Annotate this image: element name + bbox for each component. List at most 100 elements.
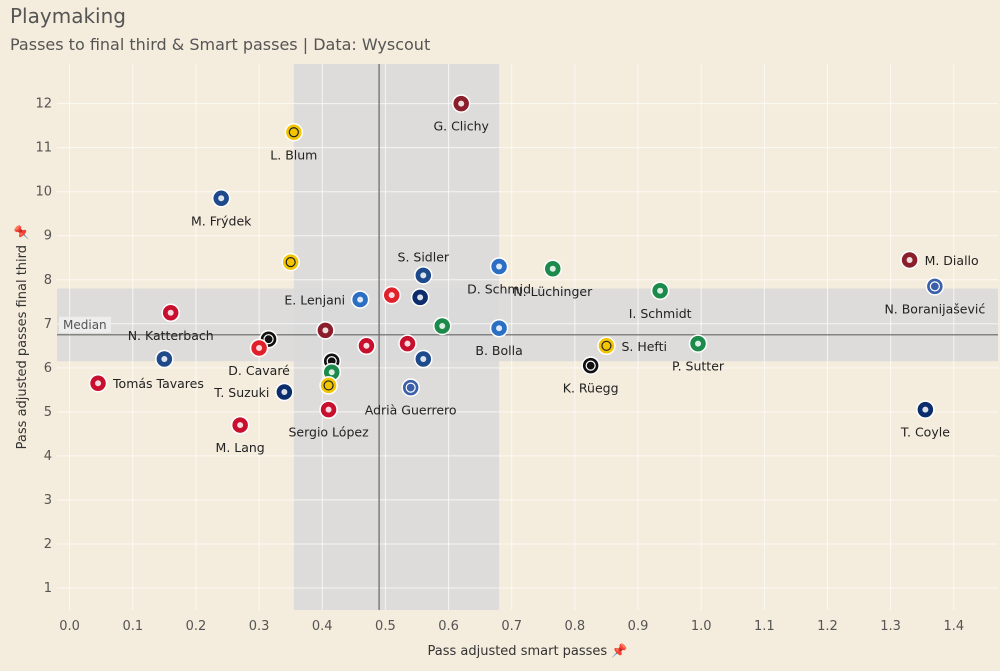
player-point	[398, 334, 417, 353]
crest-detail	[161, 356, 168, 363]
crest-detail	[601, 340, 612, 351]
x-axis-title: Pass adjusted smart passes 📌	[427, 642, 627, 659]
median-label-bg	[59, 316, 111, 333]
y-tick-label: 7	[44, 317, 52, 332]
median-label: Median	[63, 318, 107, 332]
y-tick-label: 6	[44, 361, 52, 376]
player-point: S. Sidler	[398, 249, 450, 285]
x-tick-label: 0.1	[122, 619, 143, 634]
player-point	[155, 349, 174, 369]
player-label: T. Coyle	[900, 425, 950, 440]
crest-detail	[256, 345, 263, 352]
crest-detail	[325, 406, 332, 413]
player-label: M. Frýdek	[191, 213, 252, 228]
y-tick-label: 9	[44, 229, 52, 244]
crest-detail	[388, 292, 395, 299]
crest-detail	[95, 380, 102, 387]
player-point	[432, 316, 452, 336]
crest-detail	[585, 360, 596, 371]
chart-title: Playmaking	[10, 4, 126, 28]
player-point	[410, 288, 430, 307]
young-boys-crest-icon	[597, 336, 616, 356]
player-point: T. Coyle	[900, 400, 950, 440]
x-tick-label: 1.0	[691, 619, 712, 634]
lugano-crest-icon	[581, 356, 600, 375]
y-median-band	[57, 288, 998, 362]
player-label: B. Bolla	[475, 343, 522, 358]
y-tick-label: 8	[44, 273, 52, 288]
x-tick-label: 1.1	[754, 619, 775, 634]
young-boys-crest-icon	[281, 252, 300, 272]
player-label: S. Hefti	[621, 339, 667, 354]
player-label: N. Katterbach	[128, 328, 214, 343]
crest-detail	[549, 265, 556, 272]
player-label: D. Cavaré	[228, 363, 290, 378]
player-point: K. Rüegg	[563, 356, 619, 396]
crest-detail	[929, 281, 940, 292]
crest-detail	[288, 127, 299, 138]
crest-detail	[417, 294, 424, 301]
y-tick-label: 11	[35, 141, 52, 156]
x-tick-label: 0.0	[59, 619, 80, 634]
crest-detail	[218, 195, 225, 202]
player-point: M. Frýdek	[191, 189, 252, 228]
x-tick-label: 0.2	[186, 619, 207, 634]
x-tick-label: 0.9	[628, 619, 649, 634]
y-tick-label: 3	[44, 493, 52, 508]
player-label: S. Sidler	[398, 249, 450, 264]
player-label: L. Blum	[270, 147, 317, 162]
player-point: M. Diallo	[900, 250, 979, 270]
player-point: Tomás Tavares	[88, 373, 204, 393]
y-tick-label: 4	[44, 449, 52, 464]
player-point: N. Boranijašević	[884, 277, 985, 316]
player-point: S. Hefti	[597, 336, 667, 356]
crest-detail	[167, 309, 174, 316]
crest-detail	[405, 382, 416, 393]
player-label: I. Schmidt	[629, 306, 692, 321]
x-tick-label: 0.7	[501, 619, 522, 634]
player-point: N. Katterbach	[128, 303, 214, 343]
player-point: G. Clichy	[433, 94, 490, 134]
player-point: N. Lüchinger	[513, 259, 593, 299]
young-boys-crest-icon	[284, 123, 304, 142]
player-point: B. Bolla	[475, 318, 523, 358]
crest-detail	[657, 287, 664, 294]
player-point: D. Cavaré	[228, 338, 290, 378]
crest-detail	[496, 325, 503, 332]
zurich-crest-icon	[401, 378, 420, 397]
player-label: G. Clichy	[433, 119, 489, 134]
crest-detail	[322, 327, 329, 334]
y-tick-label: 10	[35, 185, 52, 200]
crest-detail	[237, 422, 244, 429]
player-point: E. Lenjani	[284, 290, 370, 309]
player-point: P. Sutter	[672, 334, 725, 374]
player-label: T. Suzuki	[213, 385, 269, 400]
y-axis-title: Pass adjusted passes final third 📌	[13, 225, 30, 450]
player-label: E. Lenjani	[284, 293, 345, 308]
player-label: M. Diallo	[925, 253, 979, 268]
player-label: Tomás Tavares	[112, 376, 204, 391]
player-point	[414, 349, 433, 369]
player-label: D. Schmid	[467, 282, 531, 297]
player-label: K. Rüegg	[563, 381, 619, 396]
player-label: Sergio López	[288, 425, 369, 440]
crest-detail	[281, 389, 288, 396]
y-tick-label: 12	[35, 97, 52, 112]
player-label: Adrià Guerrero	[365, 403, 457, 418]
crest-detail	[404, 340, 411, 347]
x-tick-label: 0.5	[375, 619, 396, 634]
player-label: P. Sutter	[672, 359, 725, 374]
crest-detail	[439, 322, 446, 329]
player-point: L. Blum	[270, 123, 317, 162]
y-tick-label: 1	[44, 581, 52, 596]
crest-detail	[695, 340, 702, 347]
chart-subtitle: Passes to final third & Smart passes | D…	[10, 35, 431, 54]
young-boys-crest-icon	[319, 376, 338, 395]
crest-detail	[496, 263, 503, 270]
player-label: N. Lüchinger	[513, 284, 593, 299]
player-point: I. Schmidt	[629, 281, 692, 321]
crest-detail	[922, 406, 929, 413]
y-tick-label: 5	[44, 405, 52, 420]
player-point: Sergio López	[288, 400, 369, 440]
